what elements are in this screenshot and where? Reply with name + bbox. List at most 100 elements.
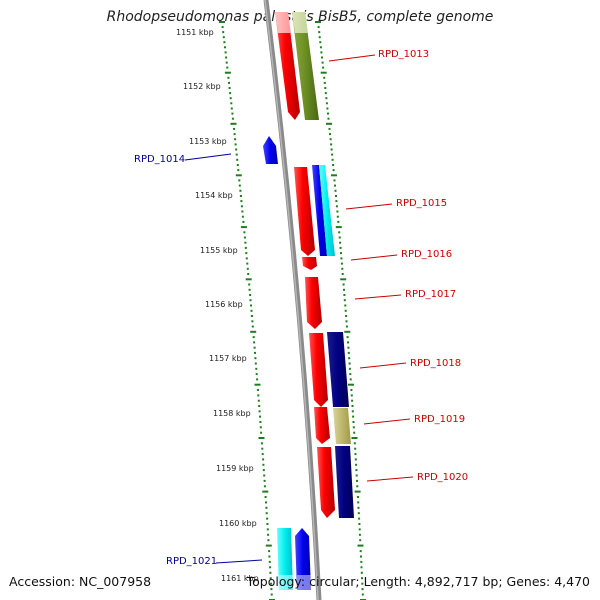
kbp-tick-label: 1155 kbp bbox=[200, 246, 238, 255]
genome-backbone bbox=[263, 0, 322, 600]
track-dot bbox=[356, 485, 359, 488]
gene-arrow-rpd-1013[interactable] bbox=[275, 12, 300, 120]
kbp-dot bbox=[259, 421, 262, 423]
gene-arrow-rpd-1014[interactable] bbox=[263, 136, 278, 164]
track-dot bbox=[344, 330, 351, 333]
kbp-dot bbox=[268, 550, 271, 553]
track-dot bbox=[352, 415, 355, 418]
leader-line-rpd-1013 bbox=[328, 54, 376, 62]
gene-label-rpd-1013[interactable]: RPD_1013 bbox=[378, 49, 429, 60]
track-dot bbox=[326, 122, 332, 125]
track-dot bbox=[360, 571, 363, 574]
kbp-dot bbox=[258, 410, 261, 413]
kbp-dot bbox=[264, 496, 267, 498]
track-dot bbox=[348, 357, 351, 360]
kbp-dot bbox=[230, 102, 233, 105]
kbp-dot bbox=[243, 236, 246, 239]
track-dot bbox=[338, 231, 341, 234]
track-dot bbox=[324, 92, 327, 95]
track-dot bbox=[343, 288, 345, 291]
track-dot bbox=[342, 283, 345, 286]
track-dot bbox=[329, 138, 332, 141]
gene-arrow-rpd-1015[interactable] bbox=[294, 167, 315, 256]
track-dot bbox=[348, 367, 351, 370]
gene-arrow-navy-1018[interactable] bbox=[327, 332, 349, 407]
kbp-tick-label: 1161 kbp bbox=[221, 574, 259, 583]
kbp-dot bbox=[262, 490, 269, 493]
kbp-dot bbox=[249, 299, 252, 302]
track-dot bbox=[318, 36, 321, 39]
leader-line-rpd-1014 bbox=[184, 153, 232, 161]
track-dot bbox=[351, 410, 354, 413]
gene-label-rpd-1021[interactable]: RPD_1021 bbox=[166, 556, 217, 567]
gene-label-rpd-1014[interactable]: RPD_1014 bbox=[134, 154, 185, 165]
kbp-tick-label: 1158 kbp bbox=[213, 409, 251, 418]
kbp-dot bbox=[269, 566, 272, 569]
kbp-dot bbox=[265, 506, 268, 509]
gene-arrow-blue-1021[interactable] bbox=[295, 528, 311, 590]
gene-label-rpd-1018[interactable]: RPD_1018 bbox=[410, 358, 461, 369]
track-dot bbox=[341, 273, 344, 275]
track-dot bbox=[339, 246, 342, 249]
track-dot bbox=[357, 501, 360, 504]
kbp-dot bbox=[267, 533, 270, 536]
gene-arrow-rpd-1017[interactable] bbox=[305, 277, 322, 329]
track-dot bbox=[347, 346, 350, 349]
track-dot bbox=[332, 164, 335, 166]
track-dot bbox=[326, 107, 329, 110]
leader-line-rpd-1020 bbox=[366, 476, 414, 482]
kbp-dot bbox=[228, 81, 230, 84]
track-dot bbox=[360, 566, 363, 569]
gene-label-rpd-1015[interactable]: RPD_1015 bbox=[396, 198, 447, 209]
track-dot bbox=[327, 117, 330, 120]
gene-arrow-navy-1020[interactable] bbox=[335, 446, 354, 518]
track-dot bbox=[357, 506, 360, 509]
kbp-dot bbox=[261, 447, 264, 450]
kbp-dot bbox=[256, 378, 259, 381]
kbp-dot bbox=[239, 195, 242, 197]
gene-arrow-rpd-1019[interactable] bbox=[314, 407, 330, 444]
kbp-dot bbox=[225, 61, 228, 64]
track-dot bbox=[340, 278, 347, 281]
track-dot bbox=[357, 512, 360, 515]
kbp-dot bbox=[268, 560, 271, 563]
kbp-dot bbox=[267, 539, 270, 542]
gene-label-rpd-1019[interactable]: RPD_1019 bbox=[414, 414, 465, 425]
gene-arrow-rpd-1016[interactable] bbox=[302, 257, 317, 270]
gene-label-rpd-1016[interactable]: RPD_1016 bbox=[401, 249, 452, 260]
kbp-dot bbox=[254, 362, 257, 365]
gene-arrow-rpd-1021[interactable] bbox=[277, 528, 293, 590]
gene-arrow-rpd-1020[interactable] bbox=[317, 447, 335, 518]
gene-arrow-cyan-1015[interactable] bbox=[319, 165, 335, 256]
gene-arrow-blue-1015[interactable] bbox=[312, 165, 327, 256]
track-dot bbox=[354, 458, 357, 461]
gene-arrow-rpd-1018[interactable] bbox=[309, 333, 328, 407]
kbp-dot bbox=[224, 51, 227, 54]
track-dot bbox=[354, 490, 361, 493]
track-dot bbox=[356, 496, 359, 498]
track-dot bbox=[344, 309, 347, 312]
kbp-dot bbox=[244, 246, 247, 249]
track-dot bbox=[340, 257, 343, 260]
track-dot bbox=[361, 588, 364, 591]
kbp-dot bbox=[270, 582, 273, 585]
gene-label-rpd-1020[interactable]: RPD_1020 bbox=[417, 472, 468, 483]
kbp-dot bbox=[221, 26, 224, 29]
kbp-dot bbox=[234, 138, 237, 141]
track-dot bbox=[360, 560, 363, 563]
track-dot bbox=[347, 351, 350, 354]
gene-arrow-olive[interactable] bbox=[292, 12, 319, 120]
track-dot bbox=[315, 21, 321, 23]
track-dot bbox=[350, 394, 353, 397]
gene-label-rpd-1017[interactable]: RPD_1017 bbox=[405, 289, 456, 300]
kbp-tick-label: 1159 kbp bbox=[216, 464, 254, 473]
kbp-tick-label: 1154 kbp bbox=[195, 191, 233, 200]
track-dot bbox=[361, 582, 364, 585]
track-dot bbox=[330, 148, 333, 151]
kbp-dot bbox=[258, 437, 265, 439]
right-dotted-guide bbox=[315, 21, 366, 600]
leader-line-rpd-1018 bbox=[359, 362, 407, 369]
track-dot bbox=[336, 215, 339, 218]
gene-arrow-khaki-1019[interactable] bbox=[333, 408, 351, 444]
kbp-dot bbox=[266, 517, 269, 520]
